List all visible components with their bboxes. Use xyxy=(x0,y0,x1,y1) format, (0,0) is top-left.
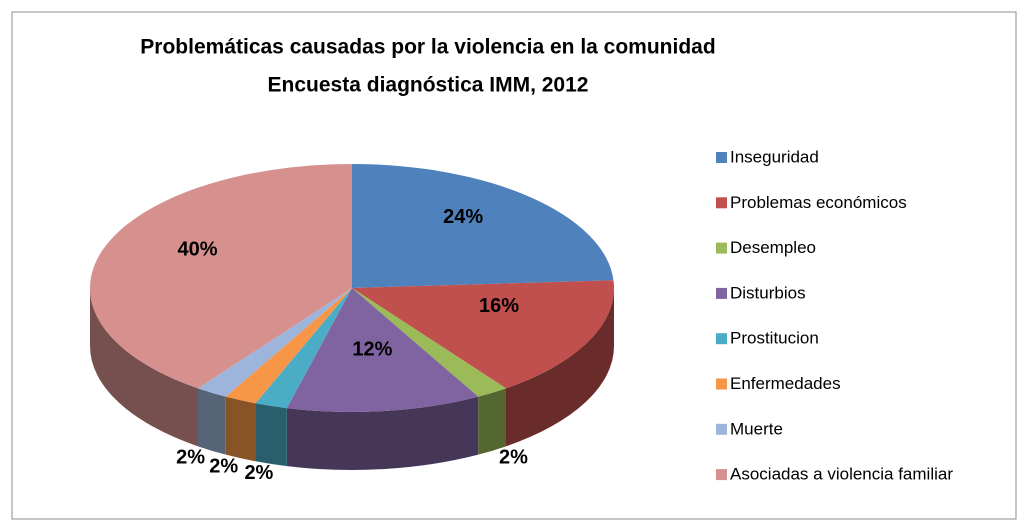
legend-swatch xyxy=(716,287,727,299)
slice xyxy=(352,288,506,397)
data-label: 24% xyxy=(443,206,483,228)
legend-label: Enfermedades xyxy=(730,374,841,393)
slice xyxy=(198,288,352,397)
legend-label: Problemas económicos xyxy=(730,193,907,212)
slice xyxy=(225,288,352,404)
slice-side xyxy=(255,403,287,467)
data-label: 2% xyxy=(244,462,273,484)
data-label: 2% xyxy=(176,447,205,469)
slice xyxy=(255,288,352,409)
legend-label: Disturbios xyxy=(730,283,806,302)
legend-label: Muerte xyxy=(730,419,783,438)
legend-swatch xyxy=(716,423,727,435)
legend-label: Asociadas a violencia familiar xyxy=(730,465,953,484)
data-label: 12% xyxy=(352,339,392,361)
slice xyxy=(352,280,615,389)
legend-swatch xyxy=(716,378,727,390)
data-label: 2% xyxy=(209,455,238,477)
legend-swatch xyxy=(716,333,727,345)
slice xyxy=(89,164,352,389)
legend-label: Desempleo xyxy=(730,238,816,257)
chart-subtitle: Encuesta diagnóstica IMM, 2012 xyxy=(268,74,589,97)
chart-title: Problemáticas causadas por la violencia … xyxy=(140,36,715,59)
slice xyxy=(352,164,614,288)
data-label: 16% xyxy=(479,295,519,317)
legend-swatch xyxy=(716,152,727,163)
slice-side xyxy=(478,388,506,455)
legend-label: Prostitucion xyxy=(730,329,819,348)
legend-swatch xyxy=(716,469,727,481)
legend-swatch xyxy=(716,242,727,254)
slice-side xyxy=(225,396,256,462)
legend-label: Inseguridad xyxy=(730,147,819,166)
slice xyxy=(286,288,479,412)
legend-swatch xyxy=(716,197,727,209)
slice-side xyxy=(198,388,226,455)
slice-side xyxy=(286,396,479,470)
data-label: 40% xyxy=(177,239,217,261)
slice-side xyxy=(90,288,199,447)
data-label: 2% xyxy=(499,447,528,469)
slice-side xyxy=(505,288,614,447)
